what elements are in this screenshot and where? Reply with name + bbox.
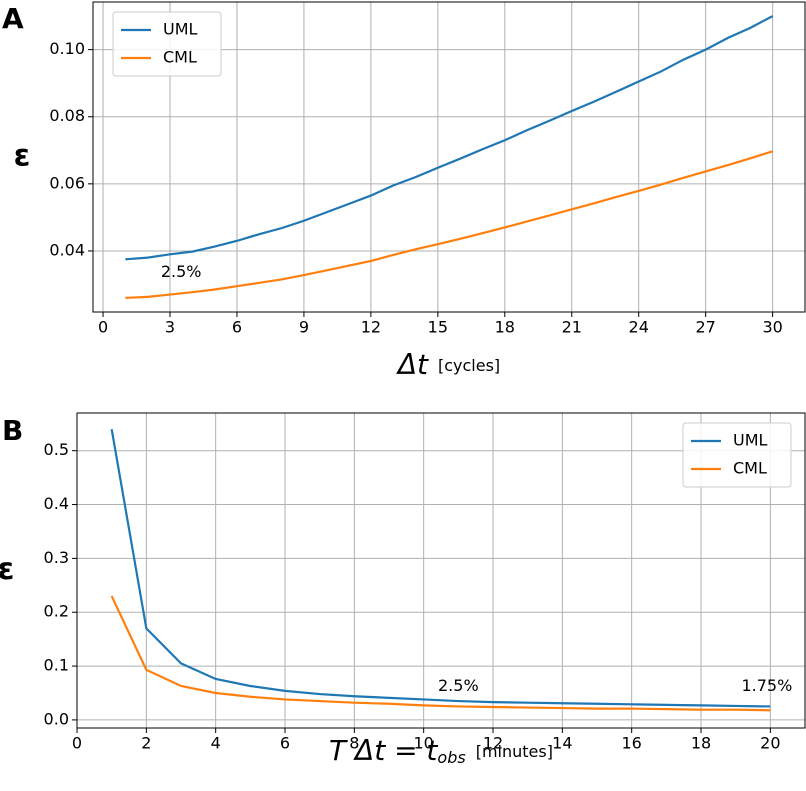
x-axis-label-main: Δt xyxy=(396,348,429,381)
y-tick-label: 0.1 xyxy=(44,656,69,675)
legend-label: CML xyxy=(163,48,197,67)
y-axis-label: ε xyxy=(0,552,14,587)
x-tick-label: 6 xyxy=(280,734,290,753)
x-axis-label-sub: obs xyxy=(437,748,465,767)
legend-label: UML xyxy=(733,431,768,450)
x-tick-label: 3 xyxy=(165,318,175,337)
annotation: 2.5% xyxy=(161,262,202,281)
annotation: 2.5% xyxy=(438,676,479,695)
panel-label: B xyxy=(2,414,23,447)
x-tick-label: 30 xyxy=(762,318,782,337)
data-line xyxy=(110,595,771,712)
data-line xyxy=(125,150,773,300)
y-axis-label: ε xyxy=(14,139,31,174)
y-tick-label: 0.04 xyxy=(49,240,85,259)
x-tick-label: 21 xyxy=(562,318,582,337)
x-tick-label: 27 xyxy=(695,318,715,337)
x-tick-label: 9 xyxy=(299,318,309,337)
annotation: 1.75% xyxy=(741,676,792,695)
x-axis-label-unit: [minutes] xyxy=(476,742,553,761)
legend-label: CML xyxy=(733,459,767,478)
y-tick-label: 0.2 xyxy=(44,602,69,621)
plot-frame xyxy=(92,1,806,313)
y-tick-label: 0.0 xyxy=(44,709,69,728)
x-tick-label: 16 xyxy=(621,734,641,753)
data-line xyxy=(125,15,774,261)
x-tick-label: 0 xyxy=(98,318,108,337)
x-tick-label: 6 xyxy=(232,318,242,337)
x-tick-label: 8 xyxy=(349,734,359,753)
y-tick-label: 0.5 xyxy=(44,440,69,459)
x-tick-label: 2 xyxy=(141,734,151,753)
x-tick-label: 18 xyxy=(691,734,711,753)
x-axis-label-main: T Δt = t xyxy=(329,734,438,767)
x-tick-label: 20 xyxy=(760,734,780,753)
legend-box xyxy=(112,11,222,77)
x-tick-label: 12 xyxy=(361,318,381,337)
panel-label: A xyxy=(2,2,24,35)
legend-box xyxy=(682,422,792,488)
plot-frame xyxy=(76,412,806,729)
x-tick-label: 0 xyxy=(72,734,82,753)
x-tick-label: 14 xyxy=(552,734,572,753)
y-tick-label: 0.3 xyxy=(44,548,69,567)
y-tick-label: 0.10 xyxy=(49,39,85,58)
x-tick-label: 4 xyxy=(211,734,221,753)
x-tick-label: 12 xyxy=(483,734,503,753)
y-tick-label: 0.06 xyxy=(49,173,85,192)
x-tick-label: 24 xyxy=(629,318,649,337)
y-tick-label: 0.4 xyxy=(44,494,69,513)
x-tick-label: 15 xyxy=(428,318,448,337)
x-tick-label: 10 xyxy=(413,734,433,753)
data-line xyxy=(110,428,771,708)
x-axis-label-unit: [cycles] xyxy=(438,356,500,375)
x-axis-label: Δt [cycles] xyxy=(396,348,500,381)
legend-label: UML xyxy=(163,20,198,39)
x-tick-label: 18 xyxy=(495,318,515,337)
x-axis-label: T Δt = tobs [minutes] xyxy=(329,734,553,767)
y-tick-label: 0.08 xyxy=(49,106,85,125)
